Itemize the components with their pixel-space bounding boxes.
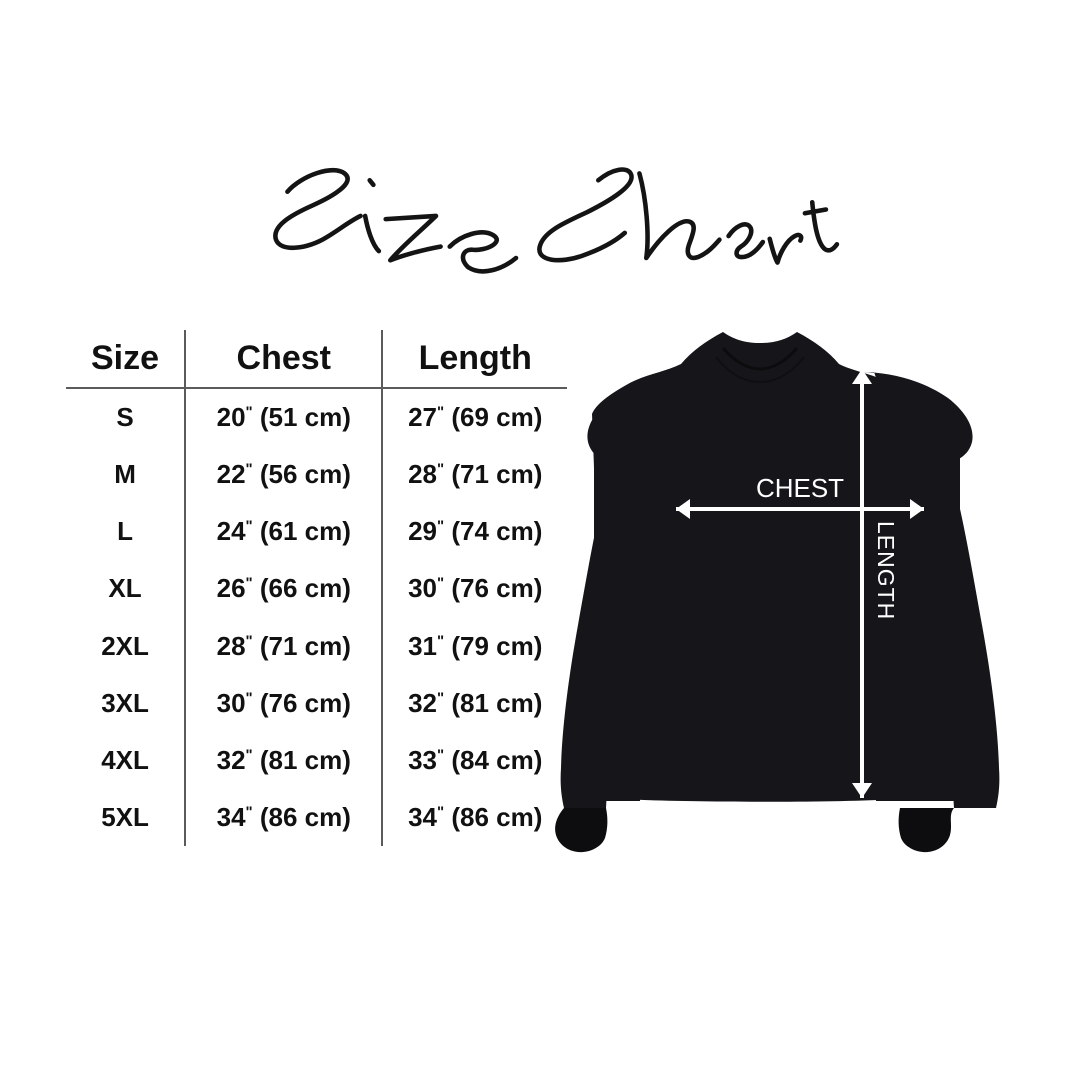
- svg-text:CHEST: CHEST: [756, 473, 844, 503]
